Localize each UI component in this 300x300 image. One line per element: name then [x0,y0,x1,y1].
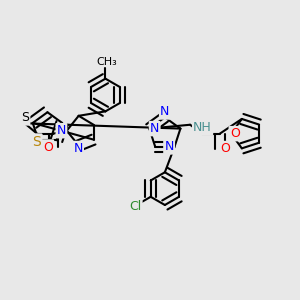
Text: N: N [57,124,66,137]
Text: NH: NH [193,121,212,134]
Text: S: S [21,111,29,124]
Text: CH₃: CH₃ [97,57,117,67]
Text: S: S [32,135,41,149]
Text: Cl: Cl [129,200,141,213]
Text: N: N [160,106,170,118]
Text: N: N [74,142,83,155]
Text: O: O [230,127,240,140]
Text: N: N [150,122,159,135]
Text: O: O [220,142,230,155]
Text: N: N [164,140,174,153]
Text: O: O [43,140,53,154]
